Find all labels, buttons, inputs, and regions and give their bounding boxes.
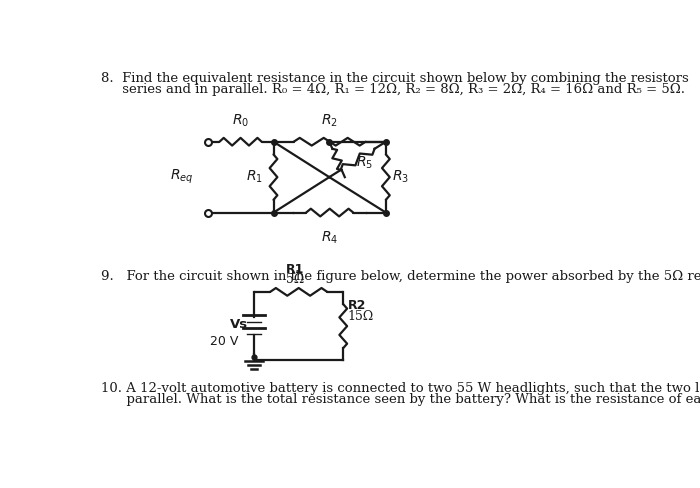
Text: series and in parallel. R₀ = 4Ω, R₁ = 12Ω, R₂ = 8Ω, R₃ = 2Ω, R₄ = 16Ω and R₅ = 5: series and in parallel. R₀ = 4Ω, R₁ = 12… [102, 83, 685, 96]
Text: R1: R1 [286, 264, 304, 277]
Text: $R_4$: $R_4$ [321, 229, 338, 246]
Text: 10. A 12-volt automotive battery is connected to two 55 W headlights, such that : 10. A 12-volt automotive battery is conn… [102, 382, 700, 395]
Text: Vs: Vs [230, 318, 248, 331]
Text: parallel. What is the total resistance seen by the battery? What is the resistan: parallel. What is the total resistance s… [102, 393, 700, 406]
Text: $R_0$: $R_0$ [232, 113, 249, 129]
Text: $R_3$: $R_3$ [392, 169, 409, 185]
Text: R2: R2 [348, 299, 366, 312]
Text: $R_1$: $R_1$ [246, 169, 262, 185]
Text: 20 V: 20 V [210, 335, 239, 347]
Text: 15Ω: 15Ω [348, 310, 374, 323]
Text: $R_5$: $R_5$ [356, 155, 374, 171]
Text: 9.   For the circuit shown in the figure below, determine the power absorbed by : 9. For the circuit shown in the figure b… [102, 270, 700, 284]
Text: $R_{eq}$: $R_{eq}$ [170, 168, 194, 186]
Text: 8.  Find the equivalent resistance in the circuit shown below by combining the r: 8. Find the equivalent resistance in the… [102, 72, 700, 85]
Text: $R_2$: $R_2$ [321, 113, 338, 129]
Text: 5Ω: 5Ω [286, 273, 304, 285]
